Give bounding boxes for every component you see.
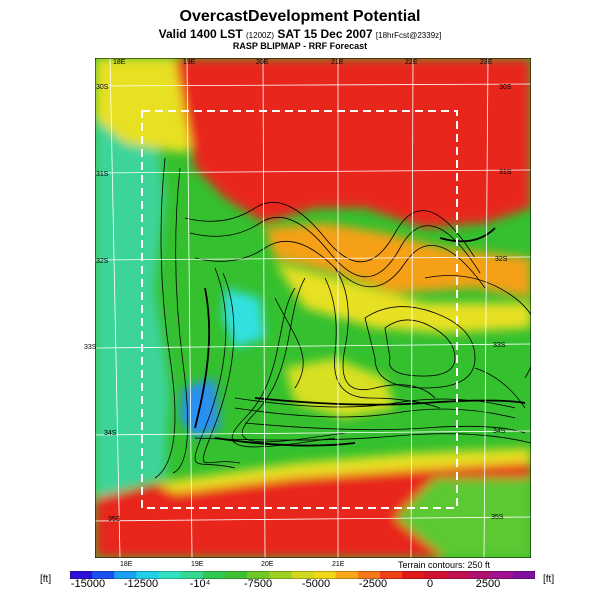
lon-tick-top: 18E <box>113 59 126 66</box>
lon-tick-top: 22E <box>405 59 418 66</box>
valid-utc: (1200Z) <box>246 31 275 40</box>
forecast-info: [18hrFcst@2339z] <box>375 31 442 40</box>
colorbar-unit-right: [ft] <box>543 574 555 585</box>
colorbar-swatch <box>202 571 226 579</box>
colorbar-swatch <box>158 571 182 579</box>
lat-lon-grid <box>95 58 531 558</box>
heavy-contours <box>194 227 526 447</box>
colorbar-swatch <box>225 571 248 579</box>
colorbar-swatch <box>269 571 292 579</box>
lat-tick-left: 35S <box>108 516 121 523</box>
terrain-contour-note: Terrain contours: 250 ft <box>398 560 491 570</box>
lon-tick-top: 21E <box>331 59 344 66</box>
colorbar-swatch <box>468 571 492 579</box>
lon-tick-bottom: 19E <box>191 561 204 568</box>
colorbar-swatch <box>180 571 204 579</box>
colorbar-label: -2500 <box>358 578 388 590</box>
lon-tick-top: 23E <box>480 59 493 66</box>
field-yellow-south <box>155 448 531 493</box>
field-orange-band <box>265 223 531 298</box>
colorbar-swatch <box>335 571 359 579</box>
lat-tick-right: 32S <box>495 256 508 263</box>
colorbar-swatch <box>313 571 337 579</box>
colorbar-swatch <box>357 571 381 579</box>
lat-tick-right: 30S <box>499 84 512 91</box>
colorbar-swatch <box>512 571 535 579</box>
valid-time-line: Valid 1400 LST (1200Z) SAT 15 Dec 2007 [… <box>0 27 600 41</box>
colorbar-swatch <box>402 571 425 579</box>
field-red-north <box>175 58 531 228</box>
lat-tick-left: 30S <box>96 84 109 91</box>
colorbar-label: -10⁴ <box>189 578 211 590</box>
colorbar-label: 0 <box>426 578 434 590</box>
field-cyan-1 <box>223 288 265 348</box>
lat-tick-left: 33S <box>84 344 97 351</box>
lat-tick-right: 33S <box>493 342 506 349</box>
colorbar-swatch <box>136 571 160 579</box>
lat-tick-right: 35S <box>491 514 504 521</box>
field-teal-west <box>95 78 170 498</box>
colorbar-swatch <box>490 571 514 579</box>
colorbar-label: -12500 <box>123 578 159 590</box>
lat-tick-right: 31S <box>499 169 512 176</box>
colorbar-unit-left: [ft] <box>40 574 52 585</box>
colorbar-swatch <box>446 571 470 579</box>
forecast-domain-boundary <box>141 110 458 509</box>
lon-tick-bottom: 20E <box>261 561 274 568</box>
lat-tick-left: 32S <box>96 258 109 265</box>
valid-prefix: Valid 1400 LST <box>158 27 243 41</box>
colorbar-swatch <box>114 571 137 579</box>
valid-date: SAT 15 Dec 2007 <box>277 27 373 41</box>
lon-tick-bottom: 18E <box>120 561 133 568</box>
colorbar-swatch <box>380 571 403 579</box>
lon-tick-top: 19E <box>183 59 196 66</box>
colorbar-swatch <box>70 571 93 579</box>
field-yellow-band <box>275 263 531 333</box>
lat-tick-left: 34S <box>104 430 117 437</box>
colorbar-swatch <box>424 571 447 579</box>
colorbar-label: 2500 <box>475 578 501 590</box>
colorbar-swatch <box>291 571 315 579</box>
chart-title: OvercastDevelopment Potential <box>179 8 421 25</box>
colorbar-label: -7500 <box>243 578 273 590</box>
lat-tick-right: 34S <box>493 428 506 435</box>
colorbar <box>70 571 535 579</box>
colorbar-swatch <box>92 571 115 579</box>
lat-tick-left: 31S <box>96 171 109 178</box>
lon-tick-bottom: 21E <box>332 561 345 568</box>
colorbar-label: -5000 <box>301 578 331 590</box>
forecast-map <box>95 58 531 558</box>
model-name: RASP BLIPMAP - RRF Forecast <box>232 41 368 51</box>
lon-tick-top: 20E <box>256 59 269 66</box>
colorbar-swatch <box>247 571 270 579</box>
colorbar-label: -15000 <box>70 578 106 590</box>
terrain-contours <box>154 157 531 479</box>
